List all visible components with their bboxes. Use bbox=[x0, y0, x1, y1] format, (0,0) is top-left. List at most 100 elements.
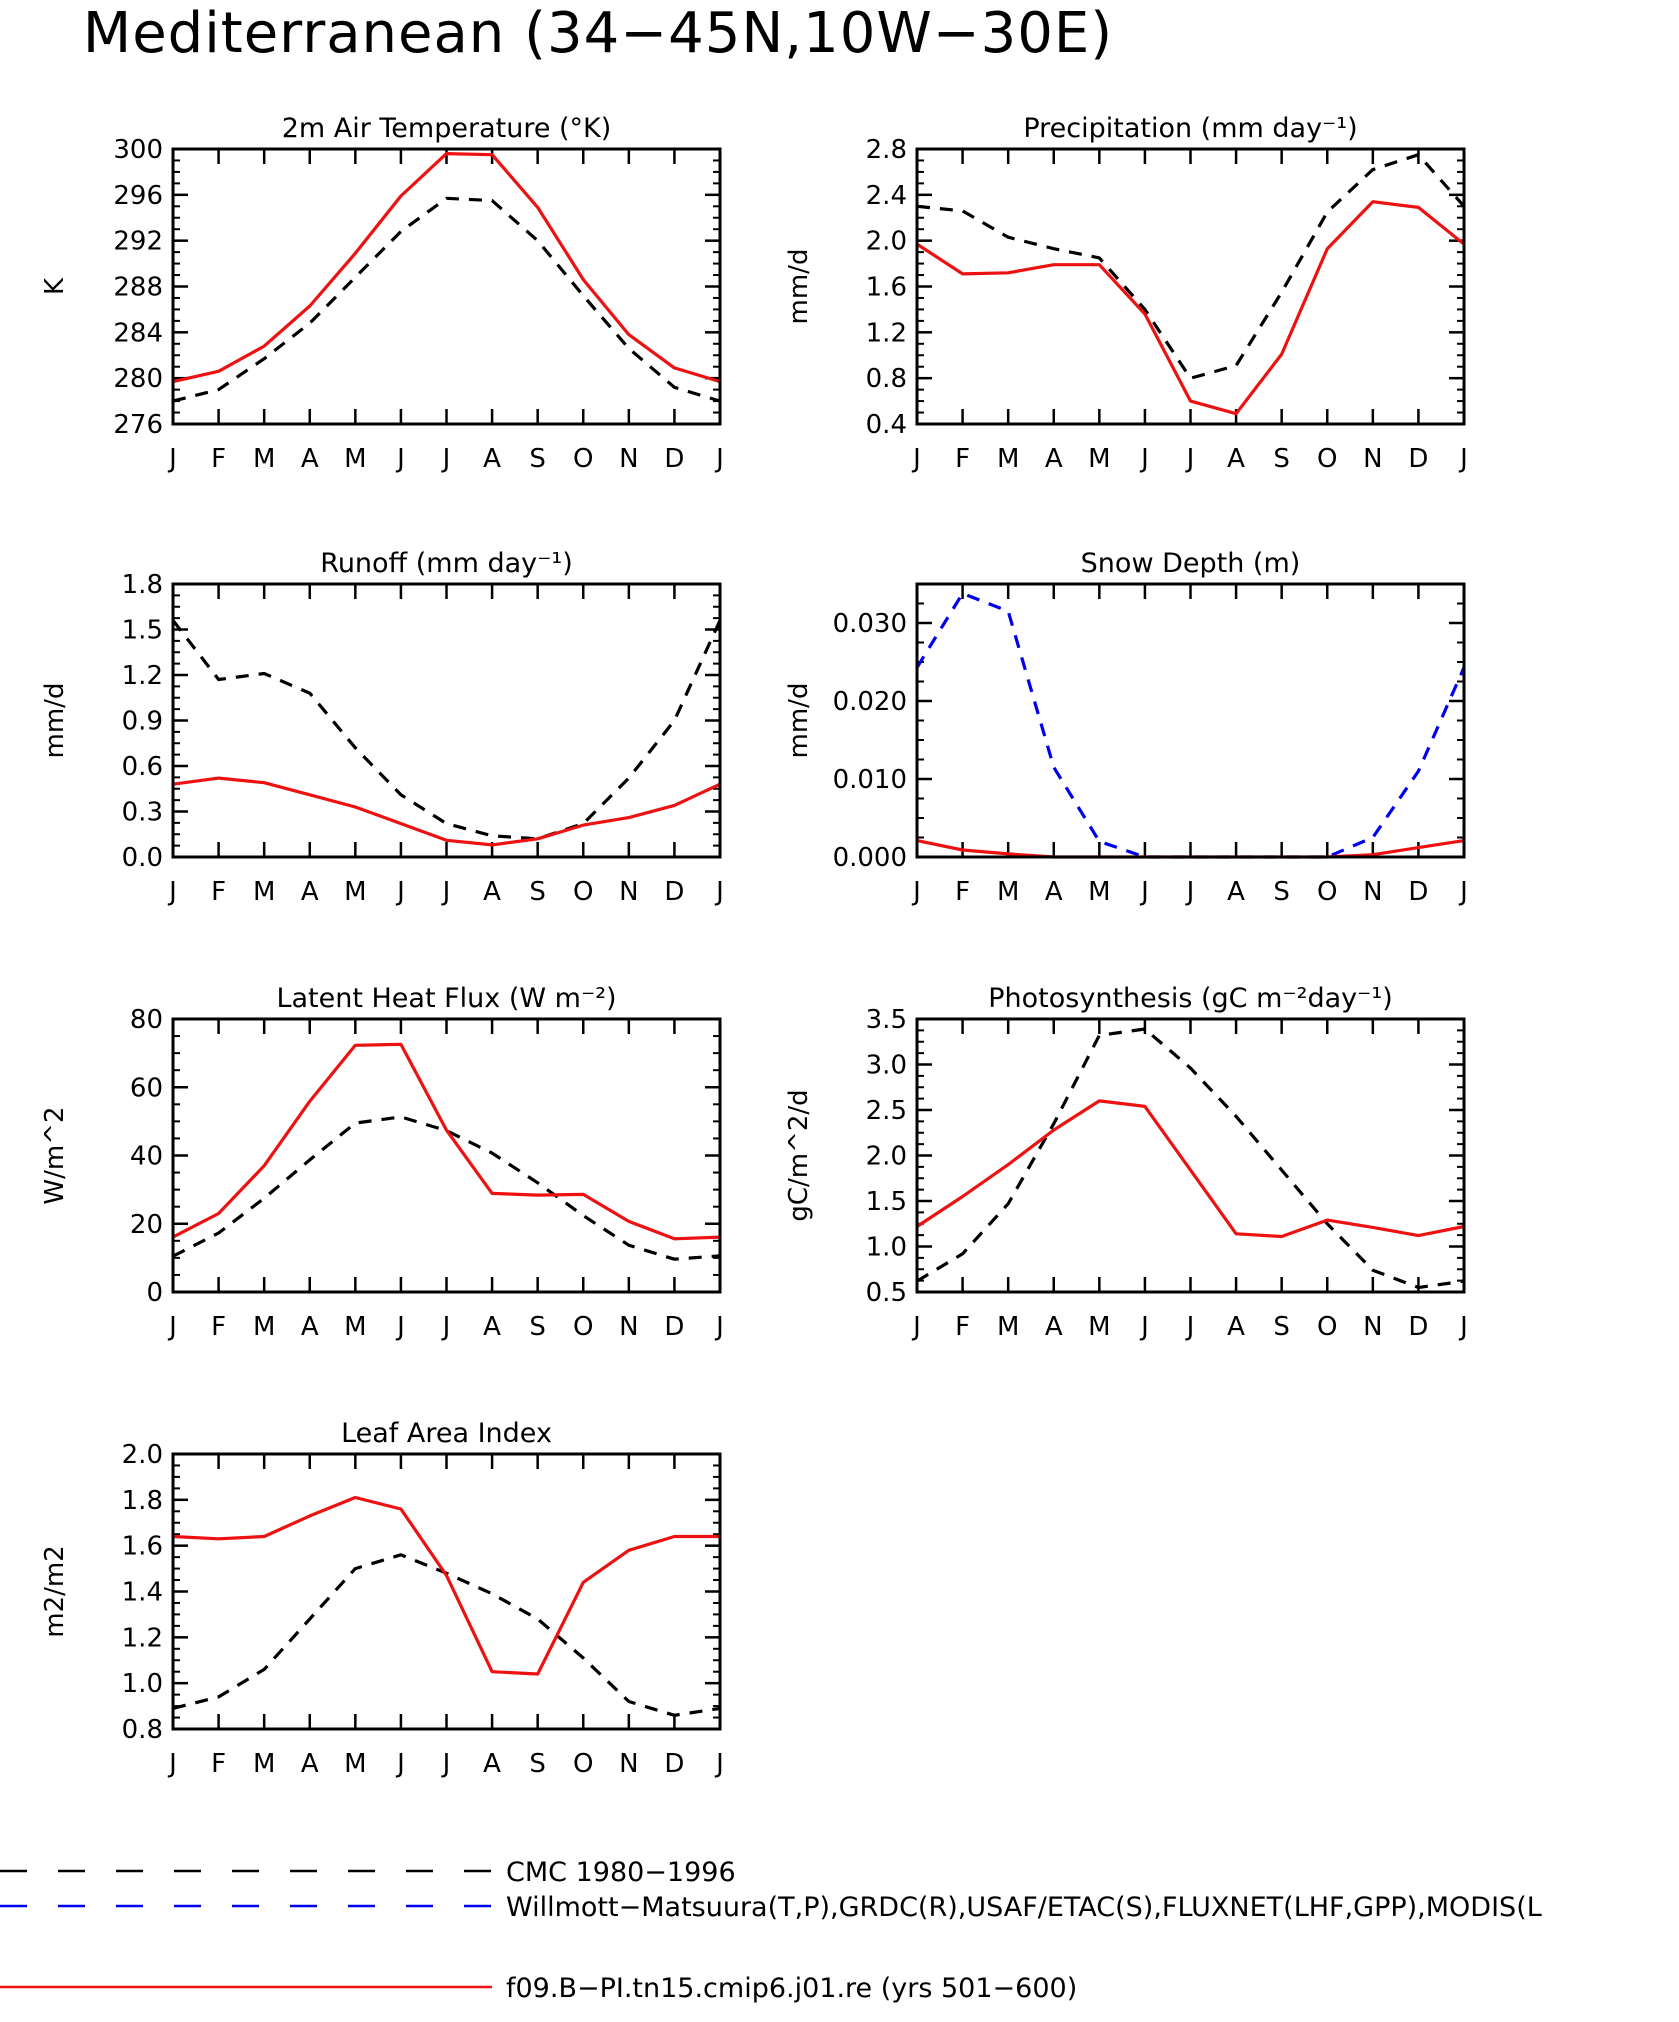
y-tick-label: 0.4 bbox=[866, 410, 907, 440]
plot-frame bbox=[915, 1017, 1466, 1294]
x-tick-label: F bbox=[211, 1312, 226, 1342]
x-tick-label: J bbox=[395, 877, 405, 907]
x-tick-label: M bbox=[344, 877, 366, 907]
x-tick-label: D bbox=[664, 1312, 684, 1342]
y-tick-label: 40 bbox=[130, 1142, 163, 1172]
y-tick-label: 2.0 bbox=[866, 1142, 907, 1172]
series-line bbox=[171, 619, 722, 841]
y-tick-label: 296 bbox=[113, 181, 163, 211]
x-tick-label: J bbox=[167, 1312, 177, 1342]
x-tick-label: J bbox=[1139, 1312, 1149, 1342]
x-tick-label: N bbox=[1363, 877, 1382, 907]
x-tick-label: D bbox=[1408, 444, 1428, 474]
x-tick-label: J bbox=[1185, 877, 1195, 907]
x-tick-label: J bbox=[395, 1749, 405, 1779]
y-tick-label: 0.8 bbox=[122, 1715, 163, 1745]
chart-panel: Leaf Area Index m2/m2 0.8 1.0 1.2 1.4 1.6 1.8 2.… bbox=[40, 1418, 724, 1779]
x-tick-label: J bbox=[1139, 444, 1149, 474]
x-tick-label: M bbox=[997, 444, 1019, 474]
series-line bbox=[172, 152, 721, 384]
y-tick-label: 3.5 bbox=[866, 1005, 907, 1035]
y-tick-label: 0.030 bbox=[833, 609, 907, 639]
x-tick-label: J bbox=[1458, 877, 1468, 907]
y-tick-label: 288 bbox=[113, 273, 163, 303]
panel-title: Latent Heat Flux (W m⁻²) bbox=[276, 983, 616, 1014]
x-tick-label: A bbox=[1045, 877, 1063, 907]
y-axis-label: m2/m2 bbox=[40, 1545, 70, 1638]
plot-frame bbox=[171, 582, 722, 859]
x-tick-label: A bbox=[1045, 444, 1063, 474]
x-tick-label: S bbox=[529, 877, 546, 907]
x-tick-label: O bbox=[573, 1749, 593, 1779]
y-tick-label: 2.0 bbox=[866, 227, 907, 257]
plot-frame bbox=[915, 147, 1466, 426]
chart-panel: 2m Air Temperature (°K) K 276 280 284 288 292 2… bbox=[40, 113, 724, 474]
panel-title: 2m Air Temperature (°K) bbox=[282, 113, 612, 144]
x-tick-label: J bbox=[167, 444, 177, 474]
y-tick-label: 0 bbox=[146, 1278, 163, 1308]
y-tick-label: 0.0 bbox=[122, 843, 163, 873]
x-tick-label: N bbox=[1363, 444, 1382, 474]
panel-title: Precipitation (mm day⁻¹) bbox=[1023, 113, 1357, 144]
legend-label-cmc: CMC 1980−1996 bbox=[506, 1857, 736, 1888]
x-tick-label: A bbox=[483, 1312, 501, 1342]
x-tick-label: A bbox=[483, 877, 501, 907]
x-tick-label: F bbox=[211, 877, 226, 907]
x-tick-label: J bbox=[1458, 1312, 1468, 1342]
x-tick-label: M bbox=[253, 877, 275, 907]
y-tick-label: 0.9 bbox=[122, 707, 163, 737]
series-line bbox=[172, 196, 721, 403]
series-line bbox=[915, 591, 1466, 859]
legend-label-model: f09.B−PI.tn15.cmip6.j01.re (yrs 501−600) bbox=[506, 1973, 1077, 2004]
x-tick-label: J bbox=[395, 1312, 405, 1342]
y-tick-label: 1.5 bbox=[866, 1187, 907, 1217]
x-tick-label: M bbox=[344, 1312, 366, 1342]
x-tick-label: O bbox=[1317, 877, 1337, 907]
x-tick-label: N bbox=[619, 1749, 638, 1779]
y-tick-label: 0.8 bbox=[866, 364, 907, 394]
x-tick-label: S bbox=[1273, 877, 1290, 907]
y-tick-label: 1.2 bbox=[122, 661, 163, 691]
x-tick-label: A bbox=[1227, 444, 1245, 474]
series-line bbox=[916, 1099, 1465, 1239]
y-axis-label: mm/d bbox=[784, 683, 814, 759]
y-tick-label: 1.2 bbox=[122, 1623, 163, 1653]
main-title: Mediterranean (34−45N,10W−30E) bbox=[83, 1, 1113, 66]
x-tick-label: J bbox=[1185, 1312, 1195, 1342]
y-axis-label: mm/d bbox=[40, 683, 70, 759]
x-tick-label: O bbox=[573, 444, 593, 474]
x-tick-label: N bbox=[619, 444, 638, 474]
x-tick-label: A bbox=[301, 1312, 319, 1342]
y-tick-label: 0.5 bbox=[866, 1278, 907, 1308]
x-tick-label: A bbox=[1227, 877, 1245, 907]
y-tick-label: 292 bbox=[113, 227, 163, 257]
x-tick-label: A bbox=[301, 1749, 319, 1779]
plot-frame bbox=[171, 1017, 722, 1294]
series-line bbox=[916, 153, 1466, 380]
x-tick-label: M bbox=[253, 1749, 275, 1779]
x-tick-label: J bbox=[441, 1749, 451, 1779]
x-tick-label: O bbox=[573, 1312, 593, 1342]
x-tick-label: A bbox=[1045, 1312, 1063, 1342]
x-tick-label: F bbox=[955, 877, 970, 907]
y-tick-label: 1.4 bbox=[122, 1578, 163, 1608]
x-tick-label: M bbox=[1088, 444, 1110, 474]
y-axis-label: K bbox=[40, 277, 70, 295]
y-tick-label: 0.6 bbox=[122, 752, 163, 782]
panel-title: Snow Depth (m) bbox=[1081, 548, 1301, 579]
series-line bbox=[172, 1115, 721, 1261]
legend: CMC 1980−1996 Willmott−Matsuura(T,P),GRDC… bbox=[0, 1857, 1542, 2004]
y-axis-label: gC/m^2/d bbox=[784, 1089, 814, 1221]
x-tick-label: J bbox=[1185, 444, 1195, 474]
chart-panel: Runoff (mm day⁻¹) mm/d 0.0 0.3 0.6 0.9 1.2 1.5 1… bbox=[40, 548, 724, 907]
x-tick-label: J bbox=[441, 877, 451, 907]
y-tick-label: 1.0 bbox=[866, 1233, 907, 1263]
x-tick-label: N bbox=[619, 877, 638, 907]
x-tick-label: J bbox=[395, 444, 405, 474]
y-tick-label: 1.2 bbox=[866, 318, 907, 348]
y-tick-label: 80 bbox=[130, 1005, 163, 1035]
y-tick-label: 3.0 bbox=[866, 1051, 907, 1081]
y-axis-label: W/m^2 bbox=[40, 1106, 70, 1204]
legend-label-obs: Willmott−Matsuura(T,P),GRDC(R),USAF/ETAC… bbox=[506, 1892, 1542, 1923]
x-tick-label: N bbox=[1363, 1312, 1382, 1342]
